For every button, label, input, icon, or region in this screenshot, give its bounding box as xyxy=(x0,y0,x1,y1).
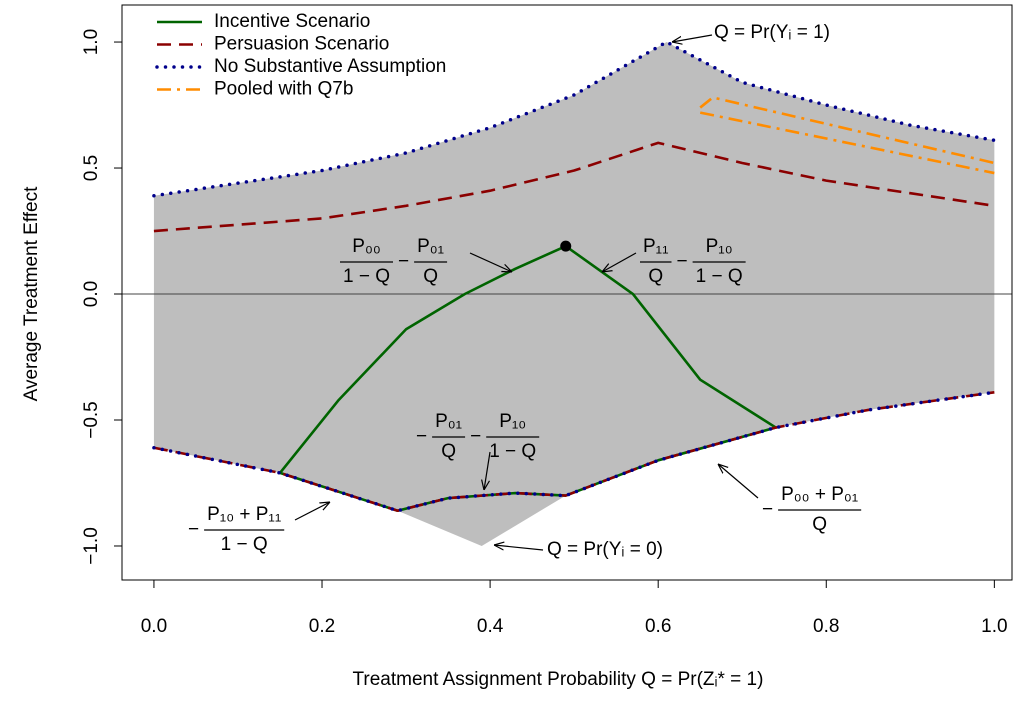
legend-label: Pooled with Q7b xyxy=(214,79,353,100)
x-tick-label: 1.0 xyxy=(981,616,1007,637)
fraction-numerator: P₁₀ + P₁₁ xyxy=(207,504,281,525)
x-tick-label: 0.2 xyxy=(309,616,335,637)
annotation-arrow xyxy=(469,252,512,272)
annotation-operator: − xyxy=(762,499,773,520)
x-tick-label: 0.6 xyxy=(645,616,671,637)
point xyxy=(560,240,572,252)
x-tick-label: 0.8 xyxy=(813,616,839,637)
legend-label: Incentive Scenario xyxy=(214,11,370,32)
y-tick-label: 1.0 xyxy=(81,29,102,55)
y-tick-label: 0.5 xyxy=(81,155,102,181)
fraction-denominator: Q xyxy=(423,266,438,287)
annotation-arrow xyxy=(672,34,713,42)
legend-label: No Substantive Assumption xyxy=(214,56,446,77)
fraction-denominator: 1 − Q xyxy=(221,534,268,555)
fraction-numerator: P₀₀ xyxy=(352,236,380,257)
y-tick-label: −0.5 xyxy=(81,401,102,439)
series-line xyxy=(699,96,995,175)
fraction-numerator: P₀₀ + P₀₁ xyxy=(781,484,858,505)
annotation-operator: − xyxy=(398,251,409,272)
annotation-arrow xyxy=(718,464,759,499)
annotation-arrow xyxy=(294,502,330,521)
annotation-operator: − xyxy=(470,426,481,447)
annotation-operator: − xyxy=(416,426,427,447)
plot-box xyxy=(121,4,1013,581)
fraction-numerator: P₁₁ xyxy=(643,236,669,257)
annotation: Q = Pr(Yᵢ = 1) xyxy=(714,22,830,43)
fraction-numerator: P₁₀ xyxy=(499,411,526,432)
series-line xyxy=(152,40,997,513)
series-line xyxy=(278,244,778,513)
y-tick-label: 0.0 xyxy=(81,281,102,307)
y-tick-label: −1.0 xyxy=(81,527,102,565)
fraction-numerator: P₀₁ xyxy=(417,236,444,257)
annotation-operator: − xyxy=(188,519,199,540)
annotation-arrow xyxy=(602,252,637,272)
fraction-denominator: Q xyxy=(812,514,827,535)
fraction-numerator: P₀₁ xyxy=(435,411,462,432)
annotation-arrow xyxy=(484,451,491,490)
x-tick-label: 0.0 xyxy=(141,616,167,637)
annotation-arrow xyxy=(494,545,544,551)
fraction-denominator: 1 − Q xyxy=(696,266,743,287)
fraction-denominator: Q xyxy=(441,441,456,462)
y-axis-label: Average Treatment Effect xyxy=(21,186,42,401)
fraction-denominator: 1 − Q xyxy=(489,441,536,462)
annotation-operator: − xyxy=(677,251,688,272)
fraction-denominator: 1 − Q xyxy=(343,266,390,287)
x-axis-label: Treatment Assignment Probability Q = Pr(… xyxy=(353,669,764,690)
fraction-denominator: Q xyxy=(648,266,663,287)
x-tick-label: 0.4 xyxy=(477,616,504,637)
annotation: Q = Pr(Yᵢ = 0) xyxy=(547,539,663,560)
legend-label: Persuasion Scenario xyxy=(214,34,389,55)
fraction-numerator: P₁₀ xyxy=(706,236,733,257)
